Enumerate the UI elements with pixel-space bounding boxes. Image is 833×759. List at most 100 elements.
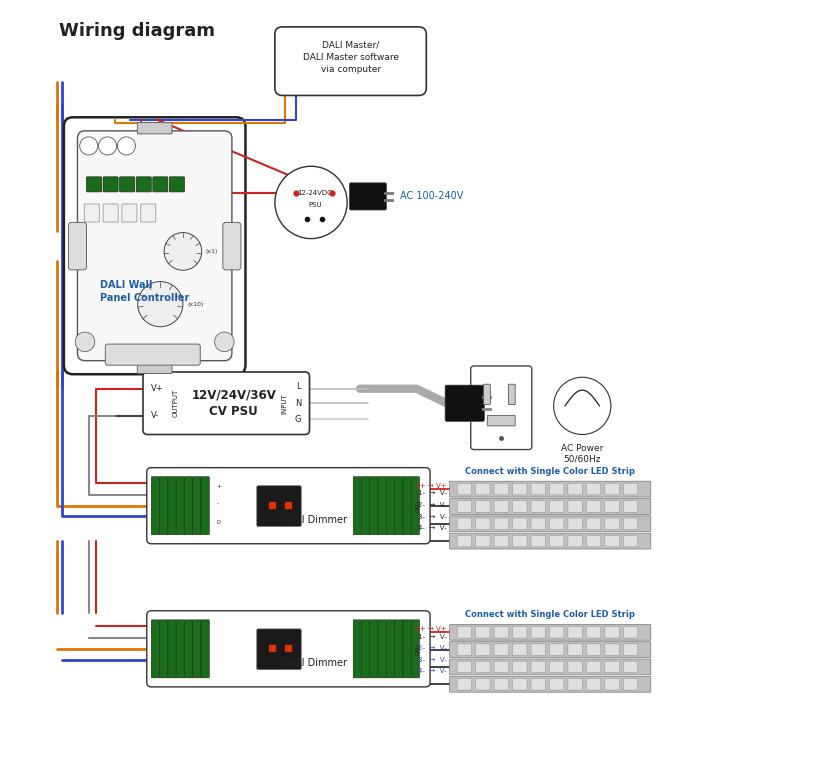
- FancyBboxPatch shape: [623, 679, 638, 690]
- Text: DALI: DALI: [416, 499, 421, 512]
- FancyBboxPatch shape: [223, 222, 241, 270]
- FancyBboxPatch shape: [512, 518, 527, 530]
- Text: DALI Dimmer: DALI Dimmer: [282, 515, 347, 525]
- FancyBboxPatch shape: [403, 477, 412, 534]
- FancyBboxPatch shape: [147, 468, 430, 543]
- FancyBboxPatch shape: [623, 661, 638, 672]
- FancyBboxPatch shape: [550, 483, 564, 495]
- FancyBboxPatch shape: [494, 661, 508, 672]
- FancyBboxPatch shape: [353, 477, 362, 534]
- FancyBboxPatch shape: [152, 477, 160, 534]
- FancyBboxPatch shape: [353, 620, 362, 678]
- FancyBboxPatch shape: [494, 644, 508, 655]
- FancyBboxPatch shape: [168, 620, 176, 678]
- Text: G: G: [295, 415, 302, 424]
- Circle shape: [117, 137, 136, 155]
- Text: 3-  →  V-: 3- → V-: [418, 657, 446, 663]
- FancyBboxPatch shape: [64, 118, 246, 374]
- FancyBboxPatch shape: [457, 661, 471, 672]
- FancyBboxPatch shape: [395, 477, 403, 534]
- FancyBboxPatch shape: [160, 620, 168, 678]
- Circle shape: [75, 332, 95, 351]
- FancyBboxPatch shape: [137, 177, 152, 192]
- Circle shape: [137, 282, 183, 327]
- FancyBboxPatch shape: [176, 477, 184, 534]
- FancyBboxPatch shape: [568, 501, 582, 512]
- Text: DALI Master/
DALI Master software
via computer: DALI Master/ DALI Master software via co…: [302, 40, 398, 74]
- FancyBboxPatch shape: [143, 372, 310, 434]
- Circle shape: [164, 232, 202, 270]
- FancyBboxPatch shape: [450, 481, 651, 497]
- FancyBboxPatch shape: [362, 620, 370, 678]
- Text: DALI Wall
Panel Controller: DALI Wall Panel Controller: [100, 279, 189, 303]
- FancyBboxPatch shape: [531, 518, 546, 530]
- FancyBboxPatch shape: [550, 661, 564, 672]
- FancyBboxPatch shape: [152, 177, 168, 192]
- FancyBboxPatch shape: [605, 483, 619, 495]
- Text: DALI Dimmer: DALI Dimmer: [282, 658, 347, 668]
- FancyBboxPatch shape: [550, 626, 564, 638]
- FancyBboxPatch shape: [550, 679, 564, 690]
- FancyBboxPatch shape: [137, 362, 172, 373]
- FancyBboxPatch shape: [508, 384, 515, 405]
- FancyBboxPatch shape: [450, 641, 651, 657]
- FancyBboxPatch shape: [450, 676, 651, 692]
- FancyBboxPatch shape: [257, 629, 302, 669]
- FancyBboxPatch shape: [586, 501, 601, 512]
- FancyBboxPatch shape: [403, 620, 412, 678]
- FancyBboxPatch shape: [550, 501, 564, 512]
- FancyBboxPatch shape: [568, 644, 582, 655]
- FancyBboxPatch shape: [605, 626, 619, 638]
- FancyBboxPatch shape: [531, 661, 546, 672]
- Text: 1-  →  V-: 1- → V-: [418, 634, 446, 640]
- FancyBboxPatch shape: [605, 644, 619, 655]
- FancyBboxPatch shape: [141, 204, 156, 222]
- Text: OUTPUT: OUTPUT: [172, 389, 178, 417]
- FancyBboxPatch shape: [450, 499, 651, 515]
- FancyBboxPatch shape: [512, 644, 527, 655]
- FancyBboxPatch shape: [275, 27, 426, 96]
- Text: +: +: [217, 483, 222, 489]
- FancyBboxPatch shape: [512, 661, 527, 672]
- FancyBboxPatch shape: [457, 501, 471, 512]
- FancyBboxPatch shape: [201, 477, 209, 534]
- FancyBboxPatch shape: [586, 626, 601, 638]
- FancyBboxPatch shape: [137, 122, 172, 134]
- FancyBboxPatch shape: [201, 620, 209, 678]
- Text: 1-  →  V-: 1- → V-: [418, 490, 446, 496]
- Text: 2-  →  V-: 2- → V-: [418, 502, 446, 509]
- FancyBboxPatch shape: [512, 679, 527, 690]
- FancyBboxPatch shape: [476, 518, 490, 530]
- Text: V+ → V+: V+ → V+: [415, 483, 446, 490]
- FancyBboxPatch shape: [586, 535, 601, 547]
- FancyBboxPatch shape: [184, 477, 192, 534]
- FancyBboxPatch shape: [457, 518, 471, 530]
- FancyBboxPatch shape: [623, 535, 638, 547]
- FancyBboxPatch shape: [568, 483, 582, 495]
- Text: V+ → V+: V+ → V+: [415, 626, 446, 632]
- Text: INPUT: INPUT: [282, 393, 287, 414]
- Text: AC Power
50/60Hz: AC Power 50/60Hz: [561, 443, 603, 464]
- Text: D: D: [217, 520, 221, 524]
- FancyBboxPatch shape: [586, 483, 601, 495]
- FancyBboxPatch shape: [494, 501, 508, 512]
- FancyBboxPatch shape: [550, 644, 564, 655]
- FancyBboxPatch shape: [169, 177, 184, 192]
- Text: Connect with Single Color LED Strip: Connect with Single Color LED Strip: [466, 610, 636, 619]
- Circle shape: [98, 137, 117, 155]
- Text: 4-  →  V-: 4- → V-: [418, 525, 446, 531]
- FancyBboxPatch shape: [457, 535, 471, 547]
- FancyBboxPatch shape: [605, 501, 619, 512]
- FancyBboxPatch shape: [623, 518, 638, 530]
- FancyBboxPatch shape: [605, 679, 619, 690]
- FancyBboxPatch shape: [494, 626, 508, 638]
- FancyBboxPatch shape: [531, 644, 546, 655]
- FancyBboxPatch shape: [68, 222, 87, 270]
- FancyBboxPatch shape: [512, 483, 527, 495]
- Text: DALI: DALI: [416, 643, 421, 655]
- Text: AC 100-240V: AC 100-240V: [400, 191, 463, 201]
- FancyBboxPatch shape: [450, 516, 651, 532]
- Text: V-: V-: [152, 411, 160, 420]
- FancyBboxPatch shape: [103, 204, 118, 222]
- FancyBboxPatch shape: [412, 620, 420, 678]
